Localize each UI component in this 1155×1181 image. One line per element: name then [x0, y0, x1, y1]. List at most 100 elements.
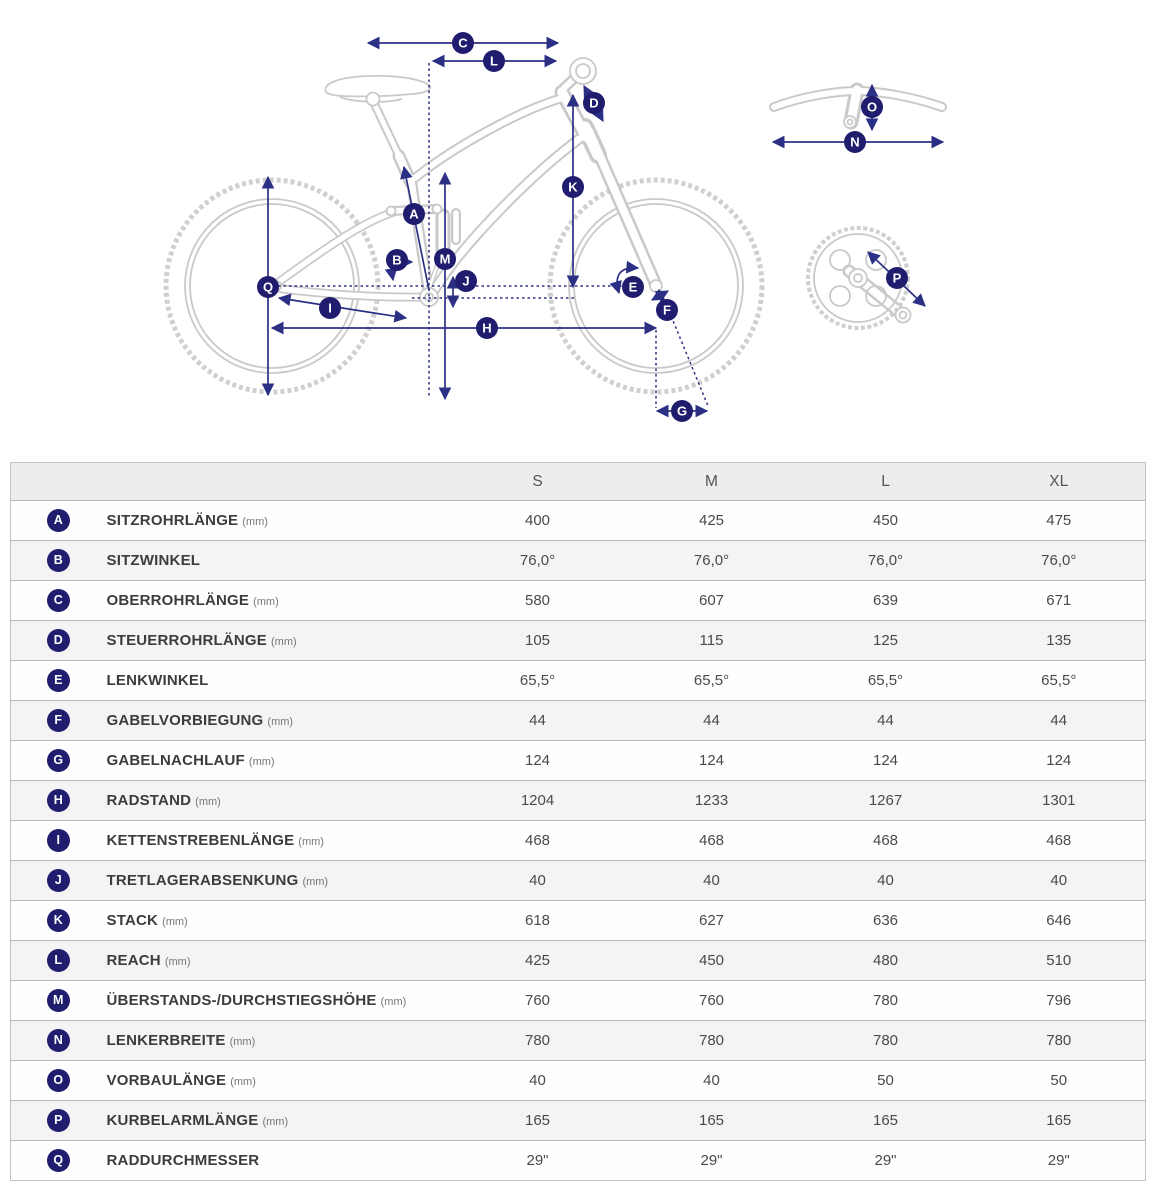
svg-text:A: A — [409, 207, 419, 222]
value-L: 76,0° — [798, 540, 973, 581]
row-unit: (mm) — [267, 716, 294, 728]
table-row-Q: Q RADDURCHMESSER 29" 29" 29" 29" — [10, 1140, 1146, 1181]
value-L: 165 — [798, 1100, 973, 1141]
row-unit: (mm) — [298, 836, 324, 848]
value-S: 618 — [450, 900, 625, 941]
row-badge-cell: C — [10, 580, 106, 621]
value-S: 780 — [450, 1020, 625, 1061]
row-label: SITZWINKEL — [106, 552, 201, 569]
row-label-cell: LENKERBREITE (mm) — [105, 1020, 451, 1061]
table-row-O: O VORBAULÄNGE (mm) 40 40 50 50 — [10, 1060, 1146, 1101]
size-header-l: L — [798, 462, 973, 501]
row-badge-cell: N — [10, 1020, 106, 1061]
svg-text:G: G — [677, 404, 687, 419]
diagram-badges: A B C D E F G H I J K L M N O P Q — [257, 32, 908, 422]
steering-axis-dotted-line — [666, 305, 709, 407]
value-M: 425 — [624, 500, 799, 541]
value-M: 65,5° — [624, 660, 799, 701]
svg-text:D: D — [589, 96, 598, 111]
value-S: 468 — [450, 820, 625, 861]
row-label-cell: ÜBERSTANDS-/DURCHSTIEGSHÖHE (mm) — [105, 980, 451, 1021]
value-S: 29" — [450, 1140, 625, 1181]
table-row-L: L REACH (mm) 425 450 480 510 — [10, 940, 1146, 981]
value-L: 636 — [798, 900, 973, 941]
grip-end-circle — [569, 57, 597, 85]
row-badge-cell: E — [10, 660, 106, 701]
size-header-s: S — [450, 462, 625, 501]
row-label-cell: SITZROHRLÄNGE (mm) — [105, 500, 451, 541]
row-label: VORBAULÄNGE — [106, 1072, 227, 1089]
value-M: 450 — [624, 940, 799, 981]
value-L: 1267 — [798, 780, 973, 821]
table-row-H: H RADSTAND (mm) 1204 1233 1267 1301 — [10, 780, 1146, 821]
row-letter-badge: A — [46, 509, 70, 532]
row-label-cell: STEUERROHRLÄNGE (mm) — [105, 620, 451, 661]
value-S: 65,5° — [450, 660, 625, 701]
svg-text:J: J — [462, 274, 469, 289]
row-label-cell: KETTENSTREBENLÄNGE (mm) — [105, 820, 451, 861]
value-L: 639 — [798, 580, 973, 621]
value-XL: 124 — [972, 740, 1146, 781]
diagram-label-O: O — [861, 96, 883, 118]
geometry-diagram: A B C D E F G H I J K L M N O P Q — [0, 0, 1155, 462]
value-L: 450 — [798, 500, 973, 541]
value-M: 780 — [624, 1020, 799, 1061]
row-unit: (mm) — [195, 796, 221, 808]
value-L: 124 — [798, 740, 973, 781]
row-unit: (mm) — [380, 996, 407, 1008]
diagram-label-B: B — [386, 249, 408, 271]
geometry-table: S M L XL A SITZROHRLÄNGE (mm) 400 425 450 475 B… — [10, 462, 1146, 1181]
row-label-cell: TRETLAGERABSENKUNG (mm) — [105, 860, 451, 901]
diagram-label-N: N — [844, 131, 866, 153]
table-row-N: N LENKERBREITE (mm) 780 780 780 780 — [10, 1020, 1146, 1061]
value-M: 468 — [624, 820, 799, 861]
row-letter-badge: G — [46, 749, 70, 772]
value-M: 165 — [624, 1100, 799, 1141]
diagram-label-Q: Q — [257, 276, 279, 298]
row-label: LENKERBREITE — [106, 1032, 226, 1049]
size-header-xl: XL — [972, 462, 1146, 501]
row-letter-badge: K — [46, 909, 70, 932]
value-L: 65,5° — [798, 660, 973, 701]
row-label: STACK — [106, 912, 159, 929]
row-badge-cell: D — [10, 620, 106, 661]
row-letter-badge: Q — [46, 1149, 70, 1172]
row-letter-badge: L — [46, 949, 70, 972]
value-XL: 475 — [972, 500, 1146, 541]
svg-text:P: P — [893, 271, 902, 286]
row-badge-cell: A — [10, 500, 106, 541]
value-XL: 780 — [972, 1020, 1146, 1061]
row-letter-badge: B — [46, 549, 70, 572]
diagram-label-E: E — [622, 276, 644, 298]
row-letter-badge: M — [46, 989, 70, 1012]
table-row-K: K STACK (mm) 618 627 636 646 — [10, 900, 1146, 941]
row-label-cell: STACK (mm) — [105, 900, 451, 941]
row-badge-cell: F — [10, 700, 106, 741]
value-M: 44 — [624, 700, 799, 741]
value-M: 124 — [624, 740, 799, 781]
row-label-cell: RADDURCHMESSER — [105, 1140, 451, 1181]
svg-text:N: N — [850, 135, 859, 150]
row-label-cell: LENKWINKEL — [105, 660, 451, 701]
value-M: 627 — [624, 900, 799, 941]
svg-text:E: E — [629, 280, 638, 295]
row-badge-cell: L — [10, 940, 106, 981]
row-badge-cell: M — [10, 980, 106, 1021]
diagram-label-P: P — [886, 267, 908, 289]
table-row-I: I KETTENSTREBENLÄNGE (mm) 468 468 468 468 — [10, 820, 1146, 861]
row-label: REACH — [106, 952, 161, 969]
value-XL: 76,0° — [972, 540, 1146, 581]
svg-text:M: M — [440, 252, 451, 267]
row-badge-cell: J — [10, 860, 106, 901]
dim-line-F-forkoffset — [651, 288, 669, 303]
row-badge-cell: Q — [10, 1140, 106, 1181]
table-row-P: P KURBELARMLÄNGE (mm) 165 165 165 165 — [10, 1100, 1146, 1141]
value-XL: 40 — [972, 860, 1146, 901]
rocker-pivot-left — [385, 205, 397, 217]
value-M: 29" — [624, 1140, 799, 1181]
row-label: STEUERROHRLÄNGE — [106, 632, 268, 649]
row-unit: (mm) — [253, 596, 279, 608]
value-M: 760 — [624, 980, 799, 1021]
value-S: 1204 — [450, 780, 625, 821]
value-XL: 29" — [972, 1140, 1146, 1181]
